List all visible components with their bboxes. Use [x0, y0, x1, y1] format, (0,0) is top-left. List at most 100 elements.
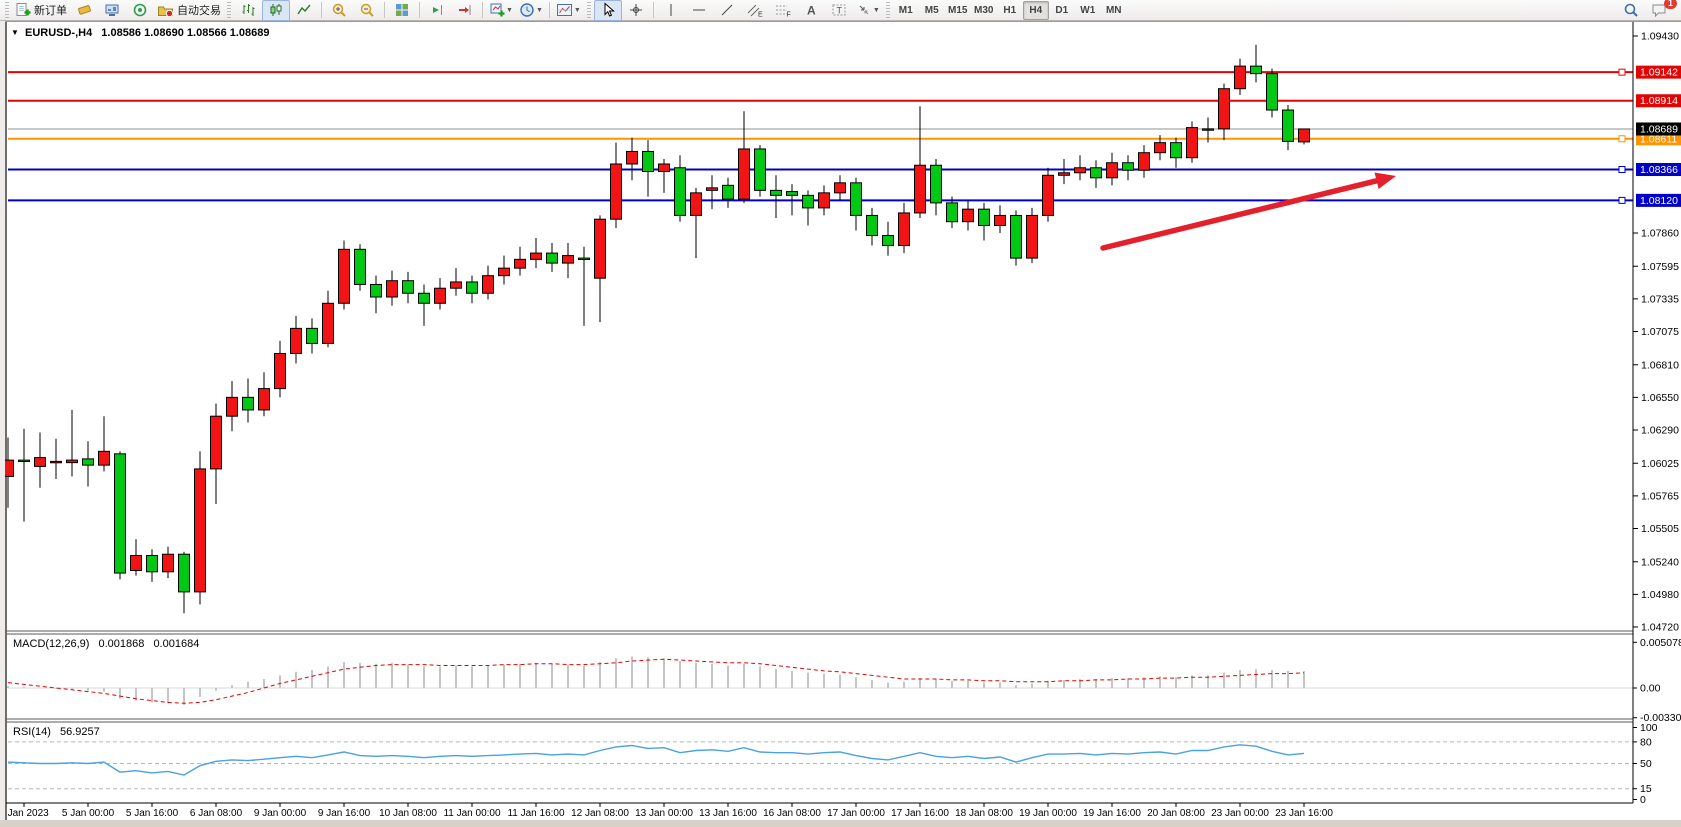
candle-body [1218, 88, 1230, 130]
new-order-button[interactable]: 新订单 [12, 0, 70, 21]
candle-body [1266, 73, 1278, 111]
candle-body [98, 450, 110, 466]
hline-handle[interactable] [1618, 166, 1626, 174]
autoscroll-button[interactable] [451, 0, 479, 21]
cursor-button[interactable] [593, 0, 622, 21]
signals-button[interactable] [126, 0, 154, 21]
window-left-edge [0, 21, 5, 827]
horizontal-line-button[interactable] [685, 0, 713, 21]
vertical-line-icon [670, 4, 672, 16]
horizontal-scrollbar[interactable] [0, 820, 1681, 827]
tab-timeframe-m5[interactable]: M5 [924, 4, 939, 16]
ohlc-values: 1.08586 1.08690 1.08566 1.08689 [101, 27, 270, 39]
time-tick-label: 5 Jan 16:00 [126, 808, 179, 819]
styler-icon [78, 5, 91, 15]
hline-handle[interactable] [1618, 196, 1626, 204]
candle-body [594, 218, 606, 279]
zoom-out-button[interactable] [353, 0, 381, 21]
candle-body [658, 163, 670, 173]
hline-handle[interactable] [1618, 135, 1626, 143]
candle-body [834, 182, 846, 194]
trendline-button[interactable] [713, 0, 741, 21]
candle-body [546, 252, 558, 264]
crosshair-icon [629, 4, 642, 16]
chevron-down-icon: ▼ [872, 6, 880, 14]
candle-body [690, 192, 702, 216]
tab-timeframe-w1[interactable]: W1 [1080, 4, 1096, 16]
line-chart-button[interactable] [290, 0, 318, 21]
candle-body [514, 258, 526, 269]
equidistant-channel-button[interactable]: E [741, 0, 769, 21]
arrows-icon [859, 5, 869, 15]
new-order-label: 新订单 [34, 5, 67, 17]
time-tick-label: 19 Jan 00:00 [1019, 808, 1077, 819]
trend-arrow[interactable] [1100, 178, 1380, 251]
text-label-button[interactable]: T [825, 0, 853, 21]
candle-body [450, 281, 462, 289]
candle-body [146, 554, 158, 573]
tab-timeframe-m30[interactable]: M30 [974, 4, 994, 16]
zoom-in-button[interactable] [325, 0, 353, 21]
tab-timeframe-h4[interactable]: H4 [1022, 0, 1049, 20]
notification-badge: 1 [1663, 0, 1677, 9]
text-button[interactable]: A [797, 0, 825, 21]
equidistant-channel-icon: E [747, 4, 763, 18]
price-badge [1636, 65, 1681, 79]
time-tick-label: 11 Jan 00:00 [443, 808, 501, 819]
autotrade-button[interactable]: 自动交易 [154, 0, 224, 21]
tab-timeframe-h1[interactable]: H1 [1003, 4, 1017, 16]
templates-icon [556, 4, 572, 16]
price-tick-label: 1.06025 [1641, 458, 1679, 470]
text-label-icon: T [832, 4, 846, 16]
zoom-out-icon [360, 3, 374, 17]
notifications-button[interactable]: 1 [1645, 0, 1677, 21]
search-button[interactable] [1617, 0, 1645, 21]
rsi-name: RSI(14) [13, 726, 51, 738]
autotrade-label: 自动交易 [177, 5, 221, 17]
hline-handle[interactable] [1618, 68, 1626, 76]
tile-windows-button[interactable] [388, 0, 416, 21]
candle-body [786, 191, 798, 196]
styler-button[interactable] [70, 0, 98, 21]
tab-timeframe-m15[interactable]: M15 [948, 4, 968, 16]
price-tick-label: 1.06550 [1641, 392, 1679, 404]
time-tick-label: 16 Jan 08:00 [763, 808, 821, 819]
chart-shift-button[interactable] [423, 0, 451, 21]
tab-timeframe-mn[interactable]: MN [1105, 4, 1122, 16]
new-chart-button[interactable]: ▼ [486, 0, 516, 21]
candle-body [994, 214, 1006, 226]
tab-timeframe-d1[interactable]: D1 [1055, 4, 1069, 16]
tile-windows-icon [396, 4, 408, 16]
autotrade-icon [158, 6, 174, 18]
current-price-badge [1636, 122, 1681, 136]
bar-chart-button[interactable] [234, 0, 262, 21]
candle-body [386, 280, 398, 298]
candle-body [1154, 142, 1166, 154]
candle-body [402, 280, 414, 294]
crosshair-button[interactable] [622, 0, 650, 21]
macd-main-value: 0.001868 [98, 638, 145, 650]
zoom-in-icon [332, 3, 346, 17]
chart-dropdown-icon[interactable]: ▼ [11, 28, 19, 37]
chevron-down-icon: ▼ [535, 6, 543, 14]
candle-chart-button[interactable] [262, 0, 290, 21]
arrows-button[interactable]: ▼ [853, 0, 883, 21]
trend-arrow-head[interactable] [1374, 172, 1396, 190]
toolbar-grip [227, 2, 231, 18]
candle-body [34, 457, 46, 467]
svg-text:A: A [807, 4, 816, 18]
fibonacci-icon: F [775, 5, 791, 18]
candle-body [1202, 128, 1214, 131]
vertical-line-button[interactable] [657, 0, 685, 21]
tab-timeframe-m1[interactable]: M1 [898, 4, 913, 16]
templates-button[interactable]: ▼ [553, 0, 584, 21]
macd-indicator-label: MACD(12,26,9) 0.001868 0.001684 [13, 638, 199, 650]
market-depth-button[interactable] [98, 0, 126, 21]
fibonacci-button[interactable]: F [769, 0, 797, 21]
svg-text:T: T [836, 6, 842, 16]
rsi-axis-label: 0 [1640, 794, 1646, 806]
symbol-timeframe-label: EURUSD-,H4 [24, 27, 93, 39]
profiles-button[interactable]: ▼ [516, 0, 546, 21]
